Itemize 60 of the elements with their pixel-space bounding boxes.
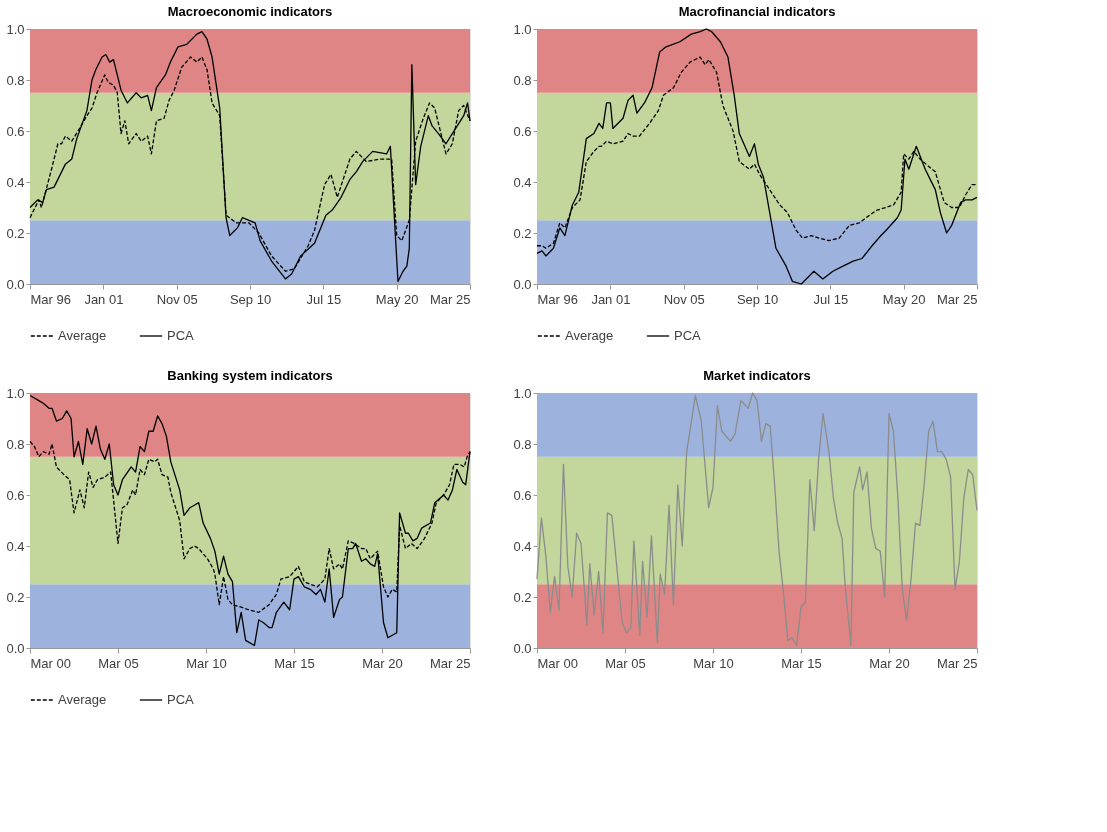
y-tick-label: 0.0 — [513, 640, 532, 656]
x-tick-label: Mar 20 — [869, 655, 910, 671]
y-tick-label: 0.0 — [6, 640, 25, 656]
chart-title: Banking system indicators — [167, 368, 333, 383]
x-tick-label: Mar 15 — [781, 655, 822, 671]
y-tick-label: 0.2 — [513, 589, 532, 605]
y-tick-label: 0.0 — [6, 276, 25, 292]
y-tick-label: 0.4 — [6, 538, 25, 554]
x-tick-label: Mar 05 — [98, 655, 139, 671]
y-tick-label: 1.0 — [513, 21, 532, 37]
y-tick-label: 0.6 — [513, 123, 532, 139]
y-tick-label: 0.2 — [6, 225, 25, 241]
legend-label: PCA — [167, 328, 195, 343]
x-tick-label: Mar 05 — [605, 655, 646, 671]
y-tick-label: 0.2 — [513, 225, 532, 241]
y-tick-label: 0.6 — [6, 487, 25, 503]
y-tick-label: 1.0 — [6, 21, 25, 37]
y-tick-label: 1.0 — [6, 385, 25, 401]
x-tick-label: Mar 15 — [274, 655, 315, 671]
legend-label: Average — [58, 328, 107, 343]
y-tick-label: 0.6 — [6, 123, 25, 139]
x-tick-label: Jul 15 — [306, 291, 342, 307]
x-tick-label: Mar 00 — [537, 655, 578, 671]
x-tick-label: May 20 — [882, 291, 926, 307]
legend-label: PCA — [674, 328, 702, 343]
x-tick-label: Mar 96 — [537, 291, 578, 307]
y-tick-label: 0.8 — [6, 436, 25, 452]
y-tick-label: 0.8 — [513, 72, 532, 88]
x-tick-label: Jan 01 — [84, 291, 124, 307]
x-tick-label: Sep 10 — [736, 291, 779, 307]
y-tick-label: 0.2 — [6, 589, 25, 605]
chart-title: Market indicators — [703, 368, 811, 383]
x-tick-label: Mar 10 — [186, 655, 227, 671]
x-tick-label: Mar 96 — [30, 291, 71, 307]
legend-label: Average — [58, 692, 107, 707]
y-tick-label: 0.6 — [513, 487, 532, 503]
x-tick-label: Jan 01 — [591, 291, 631, 307]
x-tick-label: Mar 00 — [30, 655, 71, 671]
y-tick-label: 0.0 — [513, 276, 532, 292]
y-tick-label: 0.8 — [513, 436, 532, 452]
x-tick-label: Mar 25 — [937, 291, 978, 307]
x-tick-label: Mar 10 — [693, 655, 734, 671]
y-tick-label: 0.4 — [6, 174, 25, 190]
legend-label: Average — [565, 328, 614, 343]
y-tick-label: 0.4 — [513, 174, 532, 190]
chart-title: Macroeconomic indicators — [167, 4, 333, 19]
x-tick-label: Nov 05 — [156, 291, 198, 307]
x-tick-label: Mar 20 — [362, 655, 403, 671]
x-tick-label: Mar 25 — [430, 655, 471, 671]
x-tick-label: May 20 — [375, 291, 419, 307]
legend-label: PCA — [167, 692, 195, 707]
x-tick-label: Mar 25 — [430, 291, 471, 307]
x-tick-label: Mar 25 — [937, 655, 978, 671]
x-tick-label: Jul 15 — [813, 291, 849, 307]
y-tick-label: 0.4 — [513, 538, 532, 554]
x-tick-label: Sep 10 — [229, 291, 272, 307]
y-tick-label: 0.8 — [6, 72, 25, 88]
chart-title: Macrofinancial indicators — [678, 4, 836, 19]
x-tick-label: Nov 05 — [663, 291, 705, 307]
y-tick-label: 1.0 — [513, 385, 532, 401]
